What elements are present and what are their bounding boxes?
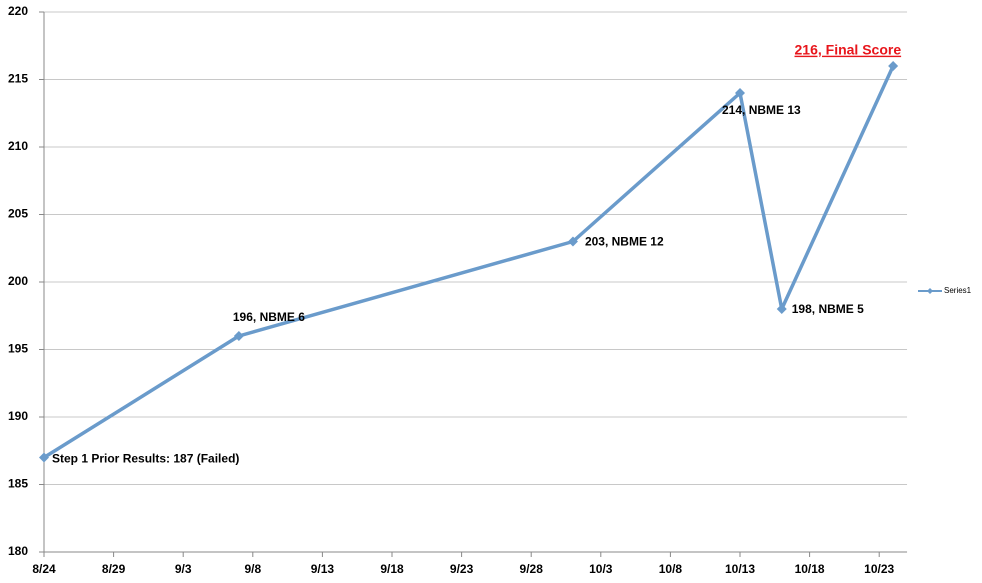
data-label: 216, Final Score <box>795 42 902 58</box>
data-label: 203, NBME 12 <box>585 235 664 249</box>
x-tick-label: 10/8 <box>659 562 683 576</box>
marker <box>233 331 244 341</box>
x-tick-label: 9/18 <box>380 562 404 576</box>
data-label: Step 1 Prior Results: 187 (Failed) <box>52 452 239 466</box>
x-tick-label: 10/18 <box>795 562 825 576</box>
y-tick-label: 180 <box>8 544 28 558</box>
x-tick-label: 10/13 <box>725 562 755 576</box>
legend-marker <box>927 288 933 294</box>
y-tick-label: 185 <box>8 477 28 491</box>
marker <box>735 88 745 98</box>
y-tick-label: 195 <box>8 342 28 356</box>
x-tick-label: 8/24 <box>32 562 56 576</box>
x-tick-label: 8/29 <box>102 562 126 576</box>
x-tick-label: 9/28 <box>520 562 544 576</box>
legend-label: Series1 <box>944 286 972 295</box>
x-tick-label: 9/3 <box>175 562 192 576</box>
x-tick-label: 10/3 <box>589 562 613 576</box>
data-label: 196, NBME 6 <box>233 310 305 324</box>
x-tick-label: 10/23 <box>864 562 894 576</box>
y-tick-label: 210 <box>8 139 28 153</box>
line <box>43 65 895 459</box>
y-tick-label: 200 <box>8 274 28 288</box>
marker <box>39 452 49 463</box>
marker <box>776 304 787 314</box>
x-tick-label: 9/23 <box>450 562 474 576</box>
x-tick-label: 9/13 <box>311 562 335 576</box>
x-tick-label: 9/8 <box>244 562 261 576</box>
data-label: 198, NBME 5 <box>792 302 864 316</box>
y-tick-label: 215 <box>8 72 28 86</box>
y-tick-label: 205 <box>8 207 28 221</box>
marker <box>888 61 899 71</box>
y-tick-label: 190 <box>8 409 28 423</box>
data-label: 214, NBME 13 <box>722 103 801 117</box>
y-tick-label: 220 <box>8 4 28 18</box>
marker <box>567 236 578 247</box>
